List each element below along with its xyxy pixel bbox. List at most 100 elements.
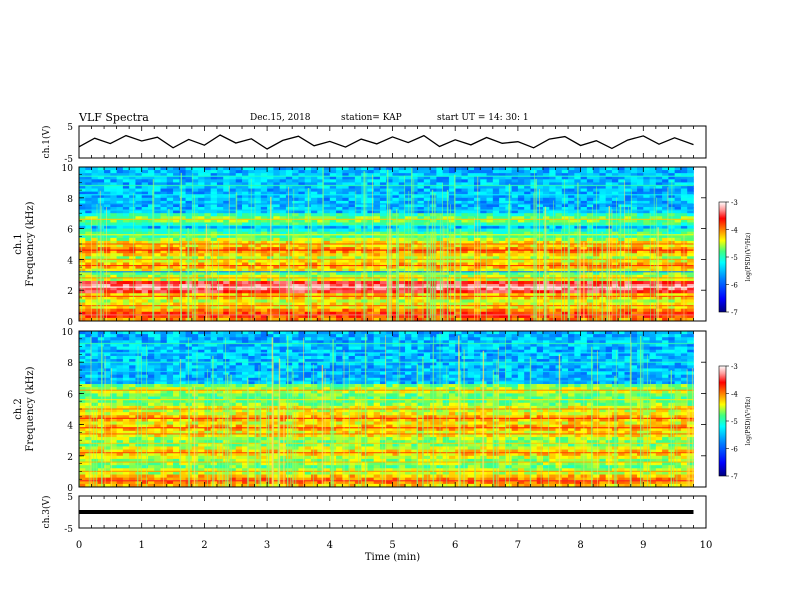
ch1-cell <box>85 280 92 285</box>
ch1-cell <box>417 240 425 245</box>
ch1-cell <box>499 234 506 239</box>
ch1-cell <box>486 262 494 266</box>
ch1-cell <box>467 314 475 319</box>
ch1-cell <box>480 296 487 300</box>
ch1-cell <box>104 268 111 273</box>
ch1-cell <box>116 268 124 273</box>
ch1-cell <box>110 231 118 236</box>
ch1-cell <box>329 311 337 316</box>
ch1-cell <box>229 237 237 242</box>
ch1-cell <box>85 311 92 316</box>
ch1-cell <box>129 188 136 193</box>
ch1-cell <box>373 253 381 257</box>
ch1-cell <box>260 173 268 177</box>
ch1-cell <box>455 308 462 313</box>
ch1-cell <box>260 182 268 186</box>
ch1-cell <box>643 203 650 208</box>
ch1-cell <box>147 305 155 310</box>
ch1-cell <box>273 167 281 171</box>
ch1-cell <box>298 244 306 248</box>
ch1-cell <box>154 293 161 297</box>
ch1-cell <box>348 308 356 313</box>
ch1-cell <box>210 247 218 251</box>
ch1-cell <box>379 216 387 220</box>
ch1-cell <box>154 268 161 273</box>
ch1-cell <box>323 268 331 273</box>
ch1-cell <box>329 222 337 226</box>
ch1-cell <box>561 244 569 248</box>
ch1-cell <box>436 284 444 288</box>
ch1-cell <box>474 302 481 306</box>
ch1-cell <box>367 287 375 291</box>
ch1-cell <box>285 173 293 177</box>
ch1-cell <box>273 287 281 291</box>
ch1-cell <box>624 311 632 316</box>
ch1-cell <box>398 207 406 211</box>
ch1-cell <box>379 234 387 239</box>
ch1-cell <box>467 293 475 297</box>
ch1-cell <box>260 253 268 257</box>
ch1-cell <box>336 182 343 186</box>
ch1-cell <box>448 277 456 282</box>
ch1-cell <box>411 308 418 313</box>
ch1-cell <box>135 308 143 313</box>
ch1-cell <box>411 240 418 245</box>
ch1-cell <box>517 262 525 266</box>
ch1-cell <box>323 290 331 294</box>
ch1-cell <box>179 287 186 291</box>
ch1-cell <box>467 237 475 242</box>
ch1-cell <box>248 305 255 310</box>
ch1-cell <box>687 210 694 214</box>
ch1-cell <box>216 296 224 300</box>
ch1-cell <box>279 293 287 297</box>
ch1-cell <box>524 311 531 316</box>
ch1-cell <box>160 305 168 310</box>
ch1-cell <box>561 216 569 220</box>
ch1-cell <box>298 219 306 223</box>
ch1-cell <box>116 225 124 229</box>
ch1-cell <box>173 173 180 177</box>
ch1-cell <box>436 228 444 233</box>
ch1-cell <box>405 265 412 270</box>
ch1-cell <box>122 240 130 245</box>
ch1-cell <box>630 308 638 313</box>
ch1-cell <box>630 216 638 220</box>
ch1-cell <box>423 207 431 211</box>
ch1-cell <box>568 244 575 248</box>
ch1-cell <box>292 250 299 254</box>
ch1-cell <box>135 182 143 186</box>
ch1-cell <box>210 259 218 263</box>
ch1-cell <box>267 185 274 189</box>
ch1-cell <box>85 188 92 193</box>
ch1-cell <box>317 262 324 266</box>
ch1-cell <box>329 194 337 199</box>
ch1-cell <box>662 210 669 214</box>
ch1-cell <box>110 182 118 186</box>
ch1-cell <box>185 216 193 220</box>
ch1-cell <box>285 265 293 270</box>
ch1-cell <box>204 305 212 310</box>
ch1-cell <box>248 317 255 322</box>
ch1-cell <box>110 244 118 248</box>
ch1-cell <box>687 228 694 233</box>
ch1-cell <box>116 228 124 233</box>
ch1-cell <box>405 228 412 233</box>
ch1-cell <box>79 277 86 282</box>
ch1-cell <box>129 314 136 319</box>
ch1-cell <box>499 317 506 322</box>
ch1-cell <box>116 296 124 300</box>
ch1-cell <box>348 188 356 193</box>
ch1-cell <box>542 250 550 254</box>
ch1-cell <box>680 191 688 196</box>
ch1-cell <box>511 200 519 205</box>
ch1-cell <box>317 188 324 193</box>
ch1-cell <box>97 188 105 193</box>
ch1-cell <box>110 302 118 306</box>
ch1-cell <box>329 247 337 251</box>
ch1-cell <box>392 213 400 217</box>
ch1-cell <box>580 194 588 199</box>
ch1-cell <box>173 237 180 242</box>
ch1-cell <box>555 274 563 279</box>
ch1-cell <box>536 287 544 291</box>
ch1-cell <box>285 268 293 273</box>
